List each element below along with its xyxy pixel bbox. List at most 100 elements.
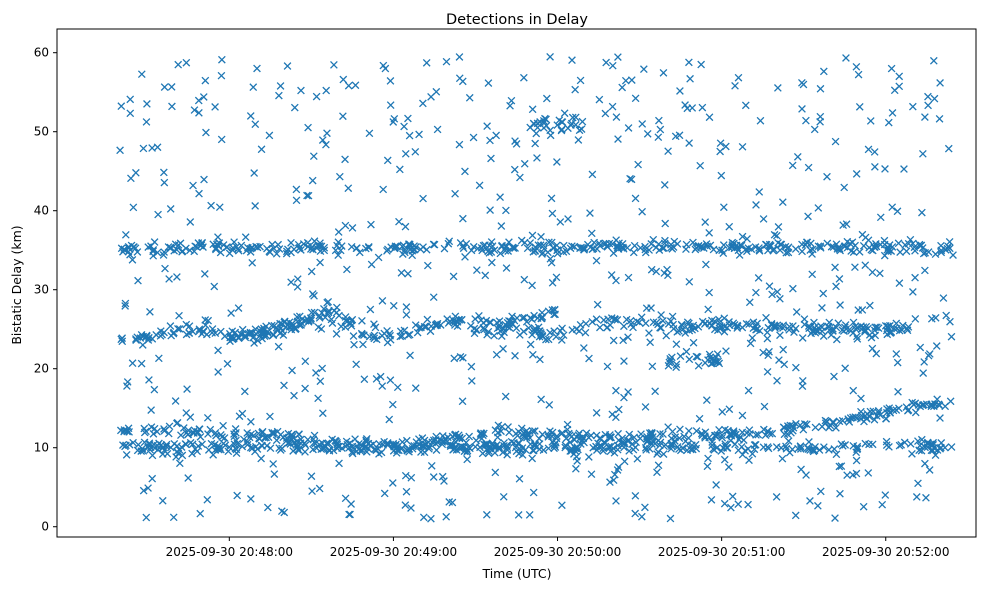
detection-point	[272, 249, 281, 258]
detection-point	[171, 397, 180, 405]
detection-point	[531, 139, 540, 148]
detection-point	[217, 71, 226, 80]
detection-point	[500, 439, 508, 447]
detection-point	[799, 425, 808, 434]
detection-point	[935, 401, 944, 410]
detection-point	[708, 438, 717, 446]
detection-point	[852, 62, 861, 71]
detection-point	[304, 191, 313, 200]
detection-point	[401, 471, 410, 480]
detection-point	[516, 173, 524, 182]
detection-point	[949, 251, 957, 259]
detection-point	[661, 236, 669, 245]
detection-point	[415, 130, 423, 139]
detection-point	[339, 112, 347, 121]
detection-point	[701, 218, 710, 226]
detection-point	[649, 318, 658, 327]
detection-point	[248, 258, 257, 267]
detection-point	[400, 246, 409, 255]
detection-point	[729, 428, 738, 437]
detection-point	[429, 473, 438, 481]
detection-point	[666, 514, 675, 523]
detection-point	[391, 243, 400, 252]
detection-point	[643, 129, 652, 138]
detection-point	[458, 397, 467, 406]
detection-point	[270, 470, 279, 478]
detection-point	[800, 420, 809, 428]
detection-point	[887, 64, 896, 73]
detection-point	[563, 425, 572, 434]
detection-point	[624, 333, 632, 342]
detection-point	[588, 170, 597, 179]
detection-point	[755, 188, 764, 196]
detection-point	[748, 334, 757, 342]
detection-point	[379, 441, 387, 449]
detection-point	[200, 175, 208, 184]
detection-point	[136, 334, 145, 342]
detection-point	[287, 278, 295, 287]
detection-point	[223, 359, 232, 368]
detection-point	[445, 237, 454, 246]
detection-point	[861, 261, 870, 270]
detection-point	[121, 302, 130, 310]
detection-point	[540, 124, 548, 132]
detection-point	[293, 283, 302, 291]
detection-point	[659, 430, 667, 438]
detection-point	[154, 210, 162, 219]
detection-point	[226, 337, 234, 346]
detection-point	[890, 86, 899, 95]
detection-point	[716, 325, 725, 333]
detection-point	[715, 426, 723, 434]
detection-point	[720, 455, 729, 464]
detection-point	[734, 500, 743, 509]
detection-point	[304, 123, 312, 132]
detection-point	[773, 376, 781, 385]
detection-point	[134, 440, 143, 449]
detection-point	[730, 321, 739, 329]
detection-point	[229, 334, 238, 343]
detection-point	[688, 104, 697, 112]
detection-point	[734, 73, 743, 82]
detection-point	[232, 449, 241, 457]
y-tick-label: 60	[34, 46, 49, 60]
detection-point	[831, 514, 839, 522]
detection-point	[884, 247, 892, 256]
detection-point	[856, 415, 865, 423]
detection-point	[380, 489, 389, 498]
detection-point	[122, 450, 131, 459]
detection-point	[188, 440, 197, 449]
detection-point	[175, 459, 184, 468]
detection-point	[849, 386, 858, 395]
detection-point	[629, 248, 638, 257]
detection-point	[140, 428, 149, 437]
detection-point	[348, 224, 357, 232]
detection-point	[365, 129, 374, 138]
detection-point	[612, 276, 620, 285]
detection-point	[637, 512, 646, 521]
detection-point	[553, 158, 561, 166]
detection-point	[924, 92, 932, 101]
detection-point	[780, 430, 789, 439]
detection-point	[276, 430, 285, 439]
detection-point	[314, 242, 322, 251]
detection-point	[558, 118, 567, 126]
detection-point	[553, 121, 562, 129]
detection-point	[343, 265, 351, 274]
detection-point	[383, 439, 392, 448]
detection-point	[492, 131, 501, 140]
detection-point	[486, 318, 495, 327]
detection-point	[184, 474, 193, 482]
detection-point	[819, 289, 828, 298]
detection-point	[402, 436, 411, 445]
detection-point	[514, 511, 523, 519]
detection-point	[199, 93, 208, 101]
detection-point	[676, 352, 685, 360]
detection-point	[312, 92, 321, 101]
detection-point	[755, 246, 764, 254]
detection-point	[827, 242, 836, 251]
x-tick-label: 2025-09-30 20:50:00	[494, 545, 621, 559]
detection-point	[925, 350, 934, 358]
detection-point	[490, 331, 498, 340]
detection-point	[903, 324, 911, 333]
detection-point	[386, 335, 395, 344]
